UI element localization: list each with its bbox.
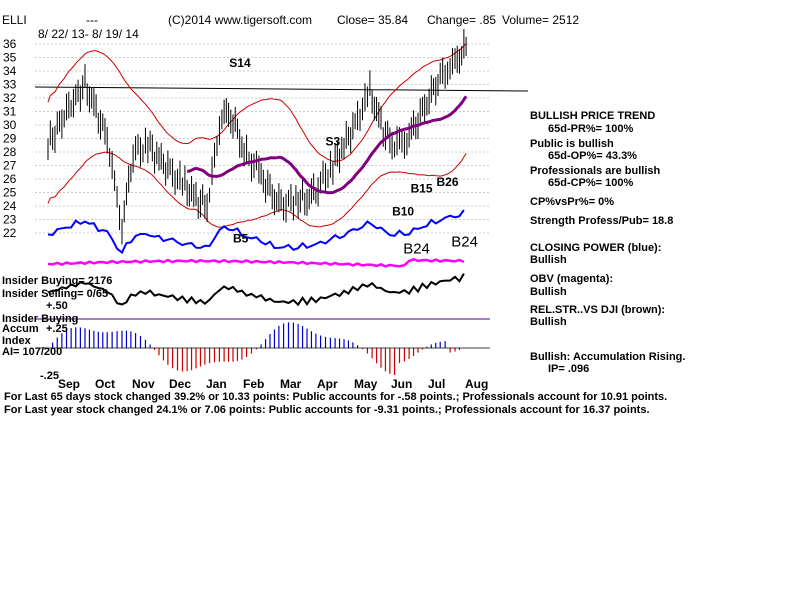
x-tick-label: Mar	[280, 377, 302, 391]
strength-ratio: Strength Profess/Pub= 18.8	[530, 215, 674, 227]
y-tick-label: 26	[3, 172, 17, 186]
upper-band	[47, 43, 467, 162]
date-range: 8/ 22/ 13- 8/ 19/ 14	[38, 27, 139, 41]
price-gridlines	[35, 43, 490, 234]
closing-power-line	[47, 209, 465, 255]
ma-path	[187, 95, 468, 195]
ticker: ELLI	[2, 13, 27, 27]
y-tick-label: 31	[3, 105, 17, 119]
signal-label: S3	[326, 134, 341, 148]
cp-pct: 65d-CP%= 100%	[548, 177, 634, 189]
label-plus-50: +.50	[46, 300, 68, 312]
resistance-line	[34, 86, 529, 92]
copyright: (C)2014 www.tigersoft.com	[168, 13, 313, 27]
y-tick-label: 33	[3, 78, 17, 92]
signal-annotations: S14 S3 B5 B15 B10 B26 B24 B24	[229, 56, 478, 257]
closing-power-status: Bullish	[530, 254, 567, 266]
signal-label: B15	[411, 182, 433, 196]
volume-value: Volume= 2512	[502, 13, 580, 27]
signal-label: B24	[403, 240, 430, 257]
pr-pct: 65d-PR%= 100%	[548, 123, 634, 135]
y-tick-label: 30	[3, 118, 17, 132]
accumulation-histogram	[35, 322, 490, 376]
signal-label: B10	[392, 204, 414, 218]
moving-average	[187, 95, 468, 195]
obv-status: Bullish	[530, 286, 567, 298]
signal-label: B5	[233, 231, 249, 245]
trend-title: BULLISH PRICE TREND	[530, 110, 656, 122]
x-tick-label: Jan	[206, 377, 227, 391]
x-tick-label: May	[354, 377, 378, 391]
y-tick-label: 36	[3, 37, 17, 51]
cp-vs-pr: CP%vsPr%= 0%	[530, 196, 615, 208]
index-label: Index	[2, 335, 31, 347]
label-minus-25: -.25	[40, 370, 59, 382]
label-plus-25: +.25	[46, 323, 68, 335]
y-tick-label: 25	[3, 186, 17, 200]
rel-strength-label: REL.STR..VS DJI (brown):	[530, 304, 666, 316]
ai-value: AI= 107/200	[2, 346, 63, 358]
y-tick-label: 28	[3, 145, 17, 159]
rs-path	[47, 273, 465, 307]
ip-value: IP= .096	[548, 363, 590, 375]
x-tick-label: Apr	[317, 377, 338, 391]
obv-label: OBV (magenta):	[530, 273, 614, 285]
lower-band	[47, 151, 467, 228]
y-tick-label: 29	[3, 132, 17, 146]
closing-power-label: CLOSING POWER (blue):	[530, 242, 662, 254]
y-tick-label: 22	[3, 226, 17, 240]
footer-last-year: For Last year stock changed 24.1% or 7.0…	[4, 404, 650, 416]
change-value: Change= .85	[427, 13, 497, 27]
insider-buying-count: Insider Buying= 2176	[2, 275, 113, 287]
x-tick-label: Jun	[391, 377, 412, 391]
x-tick-label: Feb	[243, 377, 264, 391]
accumulation-status: Bullish: Accumulation Rising.	[530, 351, 686, 363]
y-tick-label: 34	[3, 64, 17, 78]
y-tick-label: 32	[3, 91, 17, 105]
rel-strength-status: Bullish	[530, 316, 567, 328]
x-tick-label: Jul	[428, 377, 445, 391]
header-dashes: ---	[86, 13, 98, 27]
accum-label: Accum	[2, 323, 39, 335]
x-tick-label: Oct	[95, 377, 115, 391]
signal-label: S14	[229, 56, 251, 70]
cp-path	[47, 209, 465, 255]
signal-label: B24	[451, 234, 478, 251]
footer-65-days: For Last 65 days stock changed 39.2% or …	[4, 391, 668, 403]
y-tick-label: 24	[3, 199, 17, 213]
relative-strength-line	[47, 273, 465, 307]
public-status: Public is bullish	[530, 138, 614, 150]
y-tick-label: 35	[3, 51, 17, 65]
professional-status: Professionals are bullish	[530, 165, 661, 177]
obv-path	[47, 257, 465, 268]
signal-label: B26	[437, 175, 459, 189]
y-tick-label: 23	[3, 213, 17, 227]
close-value: Close= 35.84	[337, 13, 409, 27]
x-tick-label: Dec	[169, 377, 191, 391]
insider-selling-count: Insider Selling= 0/65	[2, 288, 109, 300]
x-axis-month-labels: Sep Oct Nov Dec Jan Feb Mar Apr May Jun Jul Aug	[58, 377, 488, 391]
obv-line	[47, 257, 465, 268]
bollinger-bands	[47, 43, 467, 228]
x-tick-label: Nov	[132, 377, 155, 391]
insider-buying-label: Insider Buying	[2, 313, 79, 325]
x-tick-label: Sep	[58, 377, 80, 391]
op-pct: 65d-OP%= 43.3%	[548, 150, 637, 162]
y-tick-label: 27	[3, 159, 17, 173]
x-tick-label: Aug	[465, 377, 488, 391]
